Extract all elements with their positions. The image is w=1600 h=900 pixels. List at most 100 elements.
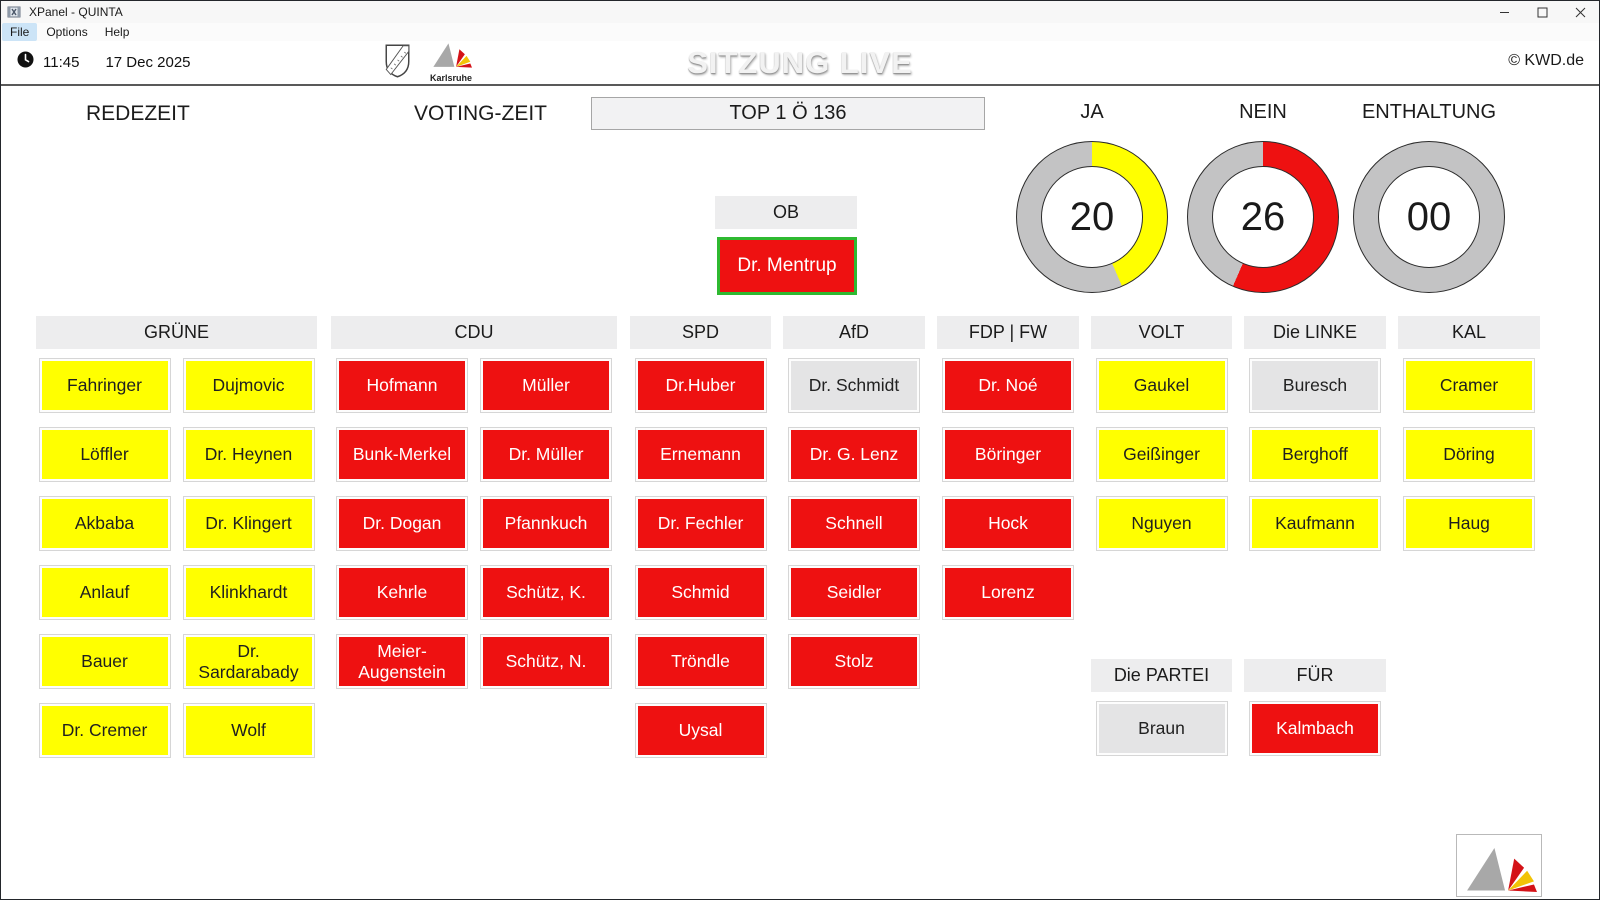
footer-karlsruhe-logo [1456,834,1542,897]
member-button[interactable]: Klinkhardt [182,565,315,620]
party-header-die-linke: Die LINKE [1244,316,1386,349]
member-button[interactable]: Akbaba [38,496,171,551]
gauge-center: 00 [1378,166,1480,268]
member-button[interactable]: Kaufmann [1249,496,1381,551]
party-header-spd: SPD [630,316,771,349]
member-button[interactable]: Dr. Müller [480,427,612,482]
ob-header: OB [715,196,857,229]
member-button[interactable]: Dr. Fechler [634,496,767,551]
member-button[interactable]: Wolf [182,703,315,758]
gauge-value: 26 [1240,194,1286,239]
member-button[interactable]: Dr. Noé [942,358,1074,413]
menu-file[interactable]: File [2,23,38,41]
member-button[interactable]: Gaukel [1095,358,1228,413]
member-button[interactable]: Lorenz [942,565,1074,620]
gauge-ring: 26 [1187,141,1339,293]
member-button[interactable]: Dr. Sardarabady [182,634,315,689]
member-button[interactable]: Tröndle [634,634,767,689]
gauge-value: 00 [1406,194,1452,239]
gauge-enthaltung: ENTHALTUNG 00 [1353,101,1505,293]
gauge-ja: JA 20 [1016,101,1168,293]
city-shield-logo [384,43,411,84]
menu-bar: File Options Help [1,23,1599,41]
member-button[interactable]: Dr. Schmidt [788,358,920,413]
karlsruhe-pyramid-logo: Karlsruhe [429,42,473,83]
member-button[interactable]: Meier-Augenstein [336,634,468,689]
gauge-label: JA [1080,101,1104,123]
session-live-title: SITZUNG LIVE [687,45,913,80]
member-button[interactable]: Hofmann [336,358,468,413]
gauge-label: NEIN [1239,101,1287,123]
member-button[interactable]: Bauer [38,634,171,689]
member-button[interactable]: Seidler [788,565,920,620]
member-button[interactable]: Müller [480,358,612,413]
app-icon [7,5,21,19]
member-button[interactable]: Schütz, N. [480,634,612,689]
party-header-die-partei: Die PARTEI [1091,659,1232,692]
member-button[interactable]: Anlauf [38,565,171,620]
chairman-button[interactable]: Dr. Mentrup [717,237,857,295]
party-header-gr-ne: GRÜNE [36,316,317,349]
current-date: 17 Dec 2025 [105,53,191,71]
member-button[interactable]: Fahringer [38,358,171,413]
member-button[interactable]: Dr. Cremer [38,703,171,758]
member-button[interactable]: Braun [1095,701,1228,756]
party-header-afd: AfD [783,316,925,349]
gauge-ring: 00 [1353,141,1505,293]
member-button[interactable]: Kehrle [336,565,468,620]
member-button[interactable]: Schnell [788,496,920,551]
member-button[interactable]: Nguyen [1095,496,1228,551]
gauge-label: ENTHALTUNG [1361,101,1497,123]
member-button[interactable]: Dujmovic [182,358,315,413]
title-bar: XPanel - QUINTA [1,1,1599,23]
member-button[interactable]: Dr. Heynen [182,427,315,482]
member-button[interactable]: Dr. Klingert [182,496,315,551]
member-button[interactable]: Dr. G. Lenz [788,427,920,482]
member-button[interactable]: Haug [1403,496,1535,551]
menu-help[interactable]: Help [104,25,130,39]
member-button[interactable]: Bunk-Merkel [336,427,468,482]
member-button[interactable]: Ernemann [634,427,767,482]
member-button[interactable]: Hock [942,496,1074,551]
gauge-ring: 20 [1016,141,1168,293]
member-button[interactable]: Stolz [788,634,920,689]
member-button[interactable]: Cramer [1403,358,1535,413]
agenda-top-box[interactable]: TOP 1 Ö 136 [591,97,985,130]
member-button[interactable]: Böringer [942,427,1074,482]
member-button[interactable]: Dr. Dogan [336,496,468,551]
current-time: 11:45 [43,53,80,71]
gauge-center: 20 [1041,166,1143,268]
close-button[interactable] [1561,1,1599,23]
member-button[interactable]: Buresch [1249,358,1381,413]
member-button[interactable]: Löffler [38,427,171,482]
redezeit-label: REDEZEIT [86,102,190,125]
voting-zeit-label: VOTING-ZEIT [414,102,547,125]
member-button[interactable]: Schütz, K. [480,565,612,620]
party-header-fdp-fw: FDP | FW [937,316,1079,349]
party-header-volt: VOLT [1091,316,1232,349]
karlsruhe-logo-label: Karlsruhe [429,73,473,83]
window-title: XPanel - QUINTA [29,5,123,19]
window-controls [1485,1,1599,23]
member-button[interactable]: Kalmbach [1249,701,1381,756]
member-button[interactable]: Schmid [634,565,767,620]
member-button[interactable]: Dr.Huber [634,358,767,413]
member-button[interactable]: Pfannkuch [480,496,612,551]
member-button[interactable]: Berghoff [1249,427,1381,482]
member-button[interactable]: Döring [1403,427,1535,482]
gauge-nein: NEIN 26 [1187,101,1339,293]
gauge-center: 26 [1212,166,1314,268]
menu-options[interactable]: Options [46,25,88,39]
party-header-kal: KAL [1398,316,1540,349]
member-button[interactable]: Uysal [634,703,767,758]
copyright-label: © KWD.de [1508,52,1584,69]
gauge-value: 20 [1069,194,1115,239]
minimize-button[interactable] [1485,1,1523,23]
header-band: 11:45 17 Dec 2025 Karlsruhe SITZUNG LIVE… [1,41,1599,84]
maximize-button[interactable] [1523,1,1561,23]
party-header-cdu: CDU [331,316,617,349]
member-button[interactable]: Geißinger [1095,427,1228,482]
header-divider [1,84,1599,86]
clock-icon [17,51,34,73]
party-header-f-r: FÜR [1244,659,1386,692]
